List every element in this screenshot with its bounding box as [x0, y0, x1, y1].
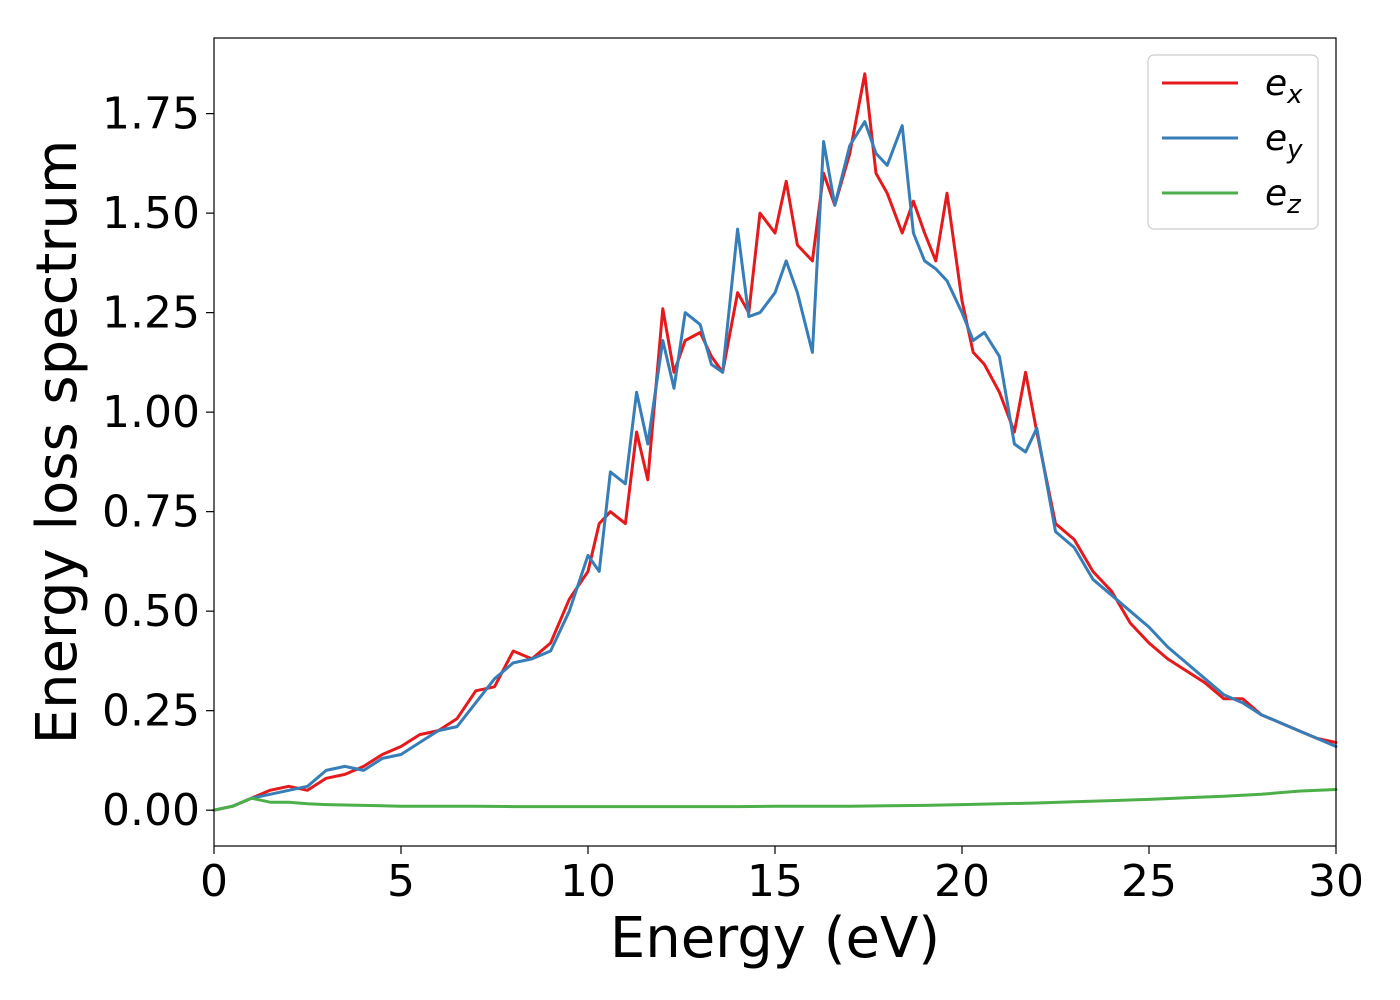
x-tick-label: 20 [934, 856, 990, 907]
y-tick-label: 0.00 [102, 785, 200, 836]
x-tick-label: 25 [1121, 856, 1177, 907]
y-tick-label: 1.50 [102, 188, 200, 239]
x-tick-label: 10 [560, 856, 616, 907]
y-tick-label: 0.25 [102, 686, 200, 737]
x-tick-label: 5 [387, 856, 415, 907]
x-tick-label: 0 [200, 856, 228, 907]
y-tick-label: 0.50 [102, 586, 200, 637]
y-tick-label: 1.25 [102, 288, 200, 339]
series-line-e-z [212, 788, 1338, 812]
legend-subscript: x [1286, 80, 1303, 110]
y-tick-label: 0.75 [102, 487, 200, 538]
y-tick-label: 1.00 [102, 387, 200, 438]
y-tick-label: 1.75 [102, 89, 200, 140]
legend-subscript: z [1286, 190, 1302, 220]
x-axis: 0 5 10 15 20 25 30 [200, 846, 1364, 907]
x-axis-title: Energy (eV) [610, 906, 940, 971]
x-tick-label: 30 [1308, 856, 1364, 907]
series-layer [212, 72, 1338, 812]
series-line-e-y [212, 120, 1338, 812]
legend-subscript: y [1286, 135, 1303, 165]
y-axis-title: Energy loss spectrum [25, 140, 90, 745]
legend-label-e-y: ey [1265, 118, 1303, 165]
legend-box [1147, 54, 1319, 230]
x-tick-label: 15 [747, 856, 803, 907]
y-axis: 0.00 0.25 0.50 0.75 1.00 1.25 1.50 1.75 [102, 89, 214, 836]
